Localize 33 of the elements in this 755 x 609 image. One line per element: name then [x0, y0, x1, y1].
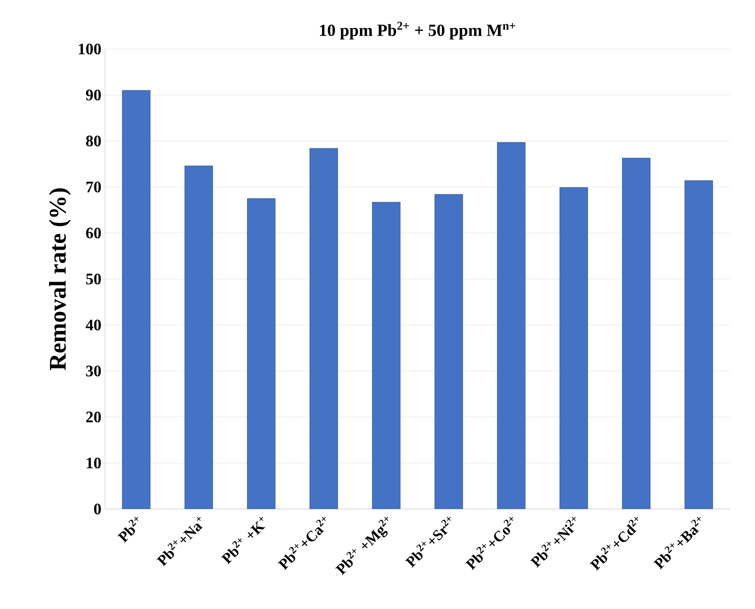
bar — [310, 148, 338, 509]
y-tick-label: 50 — [86, 274, 101, 284]
bar — [372, 202, 400, 509]
bar — [434, 194, 463, 509]
y-tick-label: 80 — [86, 136, 101, 146]
y-tick-label: 10 — [86, 458, 101, 468]
y-tick-label: 20 — [86, 412, 101, 422]
x-tick-label: Pb$^{2+}$+Ni$^{2+}$ — [530, 516, 576, 568]
bar — [560, 187, 588, 509]
y-tick-label: 30 — [86, 366, 101, 376]
y-tick-label: 0 — [94, 504, 101, 514]
bar — [497, 142, 526, 509]
bar — [122, 90, 150, 509]
x-tick-label: Pb$^{2+}$ +K$^{+}$ — [221, 516, 266, 564]
x-tick-label: Pb$^{2+}$+Ba$^{2+}$ — [653, 516, 701, 570]
x-tick-label: Pb$^{2+}$+Sr$^{2+}$ — [405, 516, 451, 568]
x-tick-label: Pb$^{2+}$+Cd$^{2+}$ — [590, 516, 638, 571]
y-tick-label: 70 — [86, 182, 101, 192]
x-tick-label: Pb$^{2+}$ — [117, 516, 138, 543]
x-tick-label: Pb$^{2+}$+Ca$^{2+}$ — [278, 516, 326, 570]
y-tick-label: 100 — [78, 44, 101, 54]
y-axis-title: Removal rate (%) — [49, 188, 71, 370]
bar — [247, 198, 276, 509]
bar — [684, 180, 713, 509]
x-tick-label: Pb$^{2+}$+Co$^{2+}$ — [465, 516, 514, 570]
chart-title: 10 ppm Pb$^{2+}$ + 50 ppm M$^{n+}$ — [320, 22, 516, 40]
x-tick-label: Pb$^{2+}$ +Mg$^{2+}$ — [335, 516, 388, 576]
y-tick-label: 60 — [86, 228, 101, 238]
bar — [184, 166, 213, 509]
y-tick-label: 90 — [86, 90, 101, 100]
bar — [622, 158, 650, 509]
x-tick-label: Pb$^{2+}$+Na$^{+}$ — [156, 516, 203, 566]
y-tick-label: 40 — [86, 320, 101, 330]
